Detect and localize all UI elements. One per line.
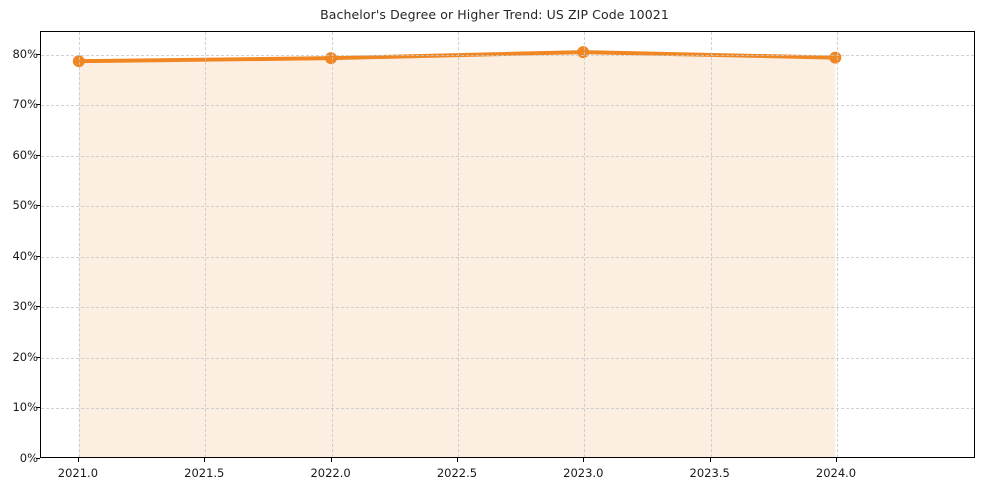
x-axis-tick-label: 2021.0 — [57, 466, 99, 480]
data-point-marker — [72, 55, 85, 68]
y-axis-tick-mark — [36, 205, 40, 207]
x-axis-tick-mark — [709, 458, 711, 462]
y-axis-tick-mark — [36, 53, 40, 55]
y-axis-tick-label: 20% — [12, 349, 38, 364]
x-axis-tick-mark — [204, 458, 206, 462]
gridline-vertical — [710, 32, 712, 457]
y-axis-tick-label: 30% — [12, 299, 38, 314]
gridline-horizontal — [41, 54, 974, 56]
y-axis-tick-label: 0% — [19, 451, 38, 465]
gridline-vertical — [584, 32, 586, 457]
x-axis-tick-mark — [836, 458, 837, 462]
y-axis-tick-label: 40% — [12, 248, 38, 263]
gridline-vertical — [837, 32, 838, 457]
gridline-horizontal — [41, 155, 974, 157]
gridline-horizontal — [41, 408, 974, 410]
y-axis-tick-mark — [36, 458, 40, 459]
y-axis-tick-label: 80% — [12, 46, 38, 61]
x-axis-tick-label: 2022.5 — [436, 466, 478, 480]
x-axis-tick-label: 2023.0 — [563, 466, 604, 480]
gridline-vertical — [331, 32, 333, 457]
series-area-fill — [78, 52, 836, 457]
y-axis-tick-mark — [36, 356, 40, 358]
data-point-marker — [577, 46, 590, 59]
x-axis-tick-mark — [330, 458, 332, 462]
x-axis-tick-label: 2021.5 — [184, 466, 225, 480]
gridline-horizontal — [41, 357, 974, 359]
gridline-vertical — [205, 32, 207, 457]
x-axis-tick-mark — [456, 458, 458, 462]
gridline-horizontal — [41, 206, 974, 208]
x-axis-tick-mark — [77, 458, 79, 462]
gridline-horizontal — [41, 256, 974, 258]
plot-area — [40, 31, 975, 458]
gridline-horizontal — [41, 307, 974, 309]
chart-title: Bachelor's Degree or Higher Trend: US ZI… — [320, 7, 669, 22]
y-axis-tick-mark — [36, 255, 40, 257]
gridline-horizontal — [41, 105, 974, 107]
x-axis-tick-label: 2024.0 — [815, 466, 857, 480]
series-line-chart — [72, 46, 842, 457]
x-axis-tick-label: 2022.0 — [310, 466, 351, 480]
y-axis-tick-label: 10% — [12, 400, 38, 415]
data-point-marker — [829, 51, 842, 64]
x-axis-tick-label: 2023.5 — [689, 466, 730, 480]
y-axis-tick-mark — [36, 407, 40, 409]
y-axis-tick-mark — [36, 306, 40, 308]
y-axis-tick-label: 60% — [12, 147, 38, 162]
y-axis-tick-label: 50% — [12, 198, 38, 213]
y-axis-tick-mark — [36, 104, 40, 106]
y-axis-tick-label: 70% — [12, 97, 38, 112]
plot-inner — [41, 32, 974, 457]
gridline-vertical — [78, 32, 80, 457]
x-axis-tick-mark — [583, 458, 585, 462]
gridline-vertical — [457, 32, 459, 457]
y-axis-tick-mark — [36, 154, 40, 156]
